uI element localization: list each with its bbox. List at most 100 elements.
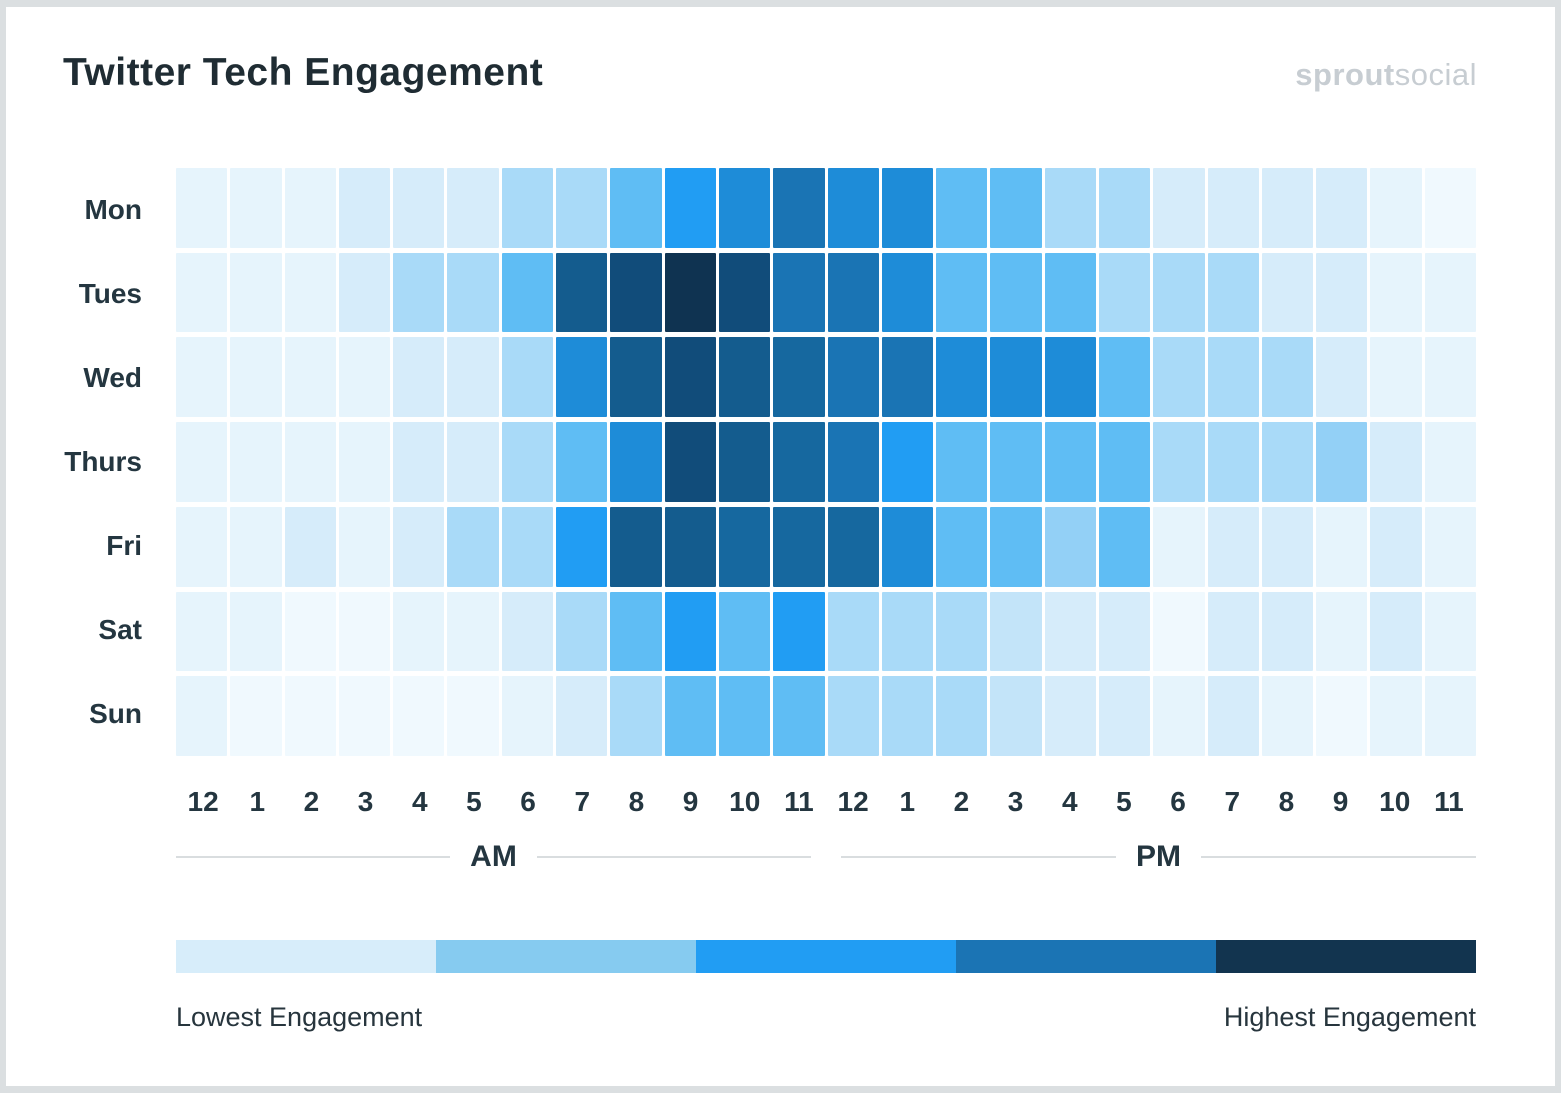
heatmap-cell [881, 168, 934, 248]
x-axis-hour-labels: 12 1 2 3 4 5 6 7 8 9 10 11 12 1 2 3 4 5 6 7 8 9 10 11 [176, 786, 1476, 818]
heatmap-cell [338, 168, 391, 248]
pm-label: PM [1136, 840, 1181, 873]
heatmap-cell [393, 252, 445, 333]
heatmap-cell [230, 591, 282, 672]
heatmap-cell [447, 422, 499, 502]
heatmap-cell [773, 168, 825, 248]
heatmap-cell [556, 252, 608, 333]
heatmap-cell [338, 422, 391, 502]
heatmap-cell [718, 252, 771, 333]
heatmap-cell [936, 337, 988, 418]
heatmap-cell [393, 591, 445, 672]
heatmap-cell [176, 252, 228, 333]
hour-label: 1 [249, 786, 266, 817]
legend-swatch-5 [1216, 940, 1476, 973]
hour-label: 2 [953, 786, 970, 817]
heatmap-cell [501, 591, 554, 672]
hour-label: 5 [466, 786, 482, 817]
heatmap-cell [1316, 506, 1368, 587]
heatmap-cell [338, 506, 391, 587]
heatmap-cell [1370, 337, 1422, 418]
am-right-rule [536, 856, 811, 858]
heatmap-cell [1424, 252, 1476, 333]
heatmap-cell [1370, 252, 1422, 333]
heatmap-cell [827, 337, 879, 418]
heatmap-cell [610, 506, 662, 587]
hour-label: 9 [682, 786, 699, 817]
heatmap-cell [1098, 252, 1151, 333]
hour-label: 8 [1278, 786, 1295, 817]
day-label-sun: Sun [89, 698, 142, 729]
heatmap-cell [610, 252, 662, 333]
heatmap-cell [1424, 422, 1476, 502]
heatmap-cell [1261, 506, 1314, 587]
hour-label: 7 [1224, 786, 1241, 817]
heatmap-cell [501, 337, 554, 418]
heatmap-cell [773, 676, 825, 756]
heatmap-cell [176, 422, 228, 502]
heatmap-cell [1316, 591, 1368, 672]
hour-label: 10 [1379, 786, 1411, 817]
heatmap-cell [284, 337, 336, 418]
heatmap-cell [718, 422, 771, 502]
legend-gradient-bar [176, 940, 1476, 973]
heatmap-cell [990, 676, 1042, 756]
heatmap-cell [447, 676, 499, 756]
am-pm-gap [811, 840, 841, 874]
heatmap-cell [230, 252, 282, 333]
hour-label: 4 [1061, 786, 1078, 817]
heatmap-cell [936, 506, 988, 587]
am-label: AM [470, 840, 517, 873]
hour-label: 6 [520, 786, 536, 817]
heatmap-cell [1098, 591, 1151, 672]
heatmap-cell [1153, 591, 1205, 672]
heatmap-cell [556, 422, 608, 502]
heatmap-cell [1207, 506, 1259, 587]
heatmap-cell [827, 252, 879, 333]
heatmap-cell [1044, 422, 1096, 502]
heatmap-cell [773, 337, 825, 418]
heatmap-cell [1153, 252, 1205, 333]
heatmap-cell [664, 252, 716, 333]
y-axis-day-labels: Mon Tues Wed Thurs Fri Sat Sun [6, 168, 142, 756]
heatmap-cell [1370, 506, 1422, 587]
heatmap-cell [1316, 252, 1368, 333]
heatmap-cell [501, 676, 554, 756]
heatmap-cell [1261, 337, 1314, 418]
heatmap-cell [1153, 422, 1205, 502]
heatmap-cell [501, 252, 554, 333]
heatmap-cell [556, 676, 608, 756]
heatmap-cell [881, 252, 934, 333]
hour-label: 11 [784, 786, 814, 817]
heatmap-cell [990, 422, 1042, 502]
heatmap-cell [990, 168, 1042, 248]
legend-lowest-label: Lowest Engagement [176, 1002, 423, 1032]
heatmap-cell [338, 591, 391, 672]
day-label-mon: Mon [84, 194, 142, 225]
heatmap-cell [990, 337, 1042, 418]
heatmap-cell [393, 168, 445, 248]
heatmap-cell [176, 337, 228, 418]
pm-section: PM [841, 840, 1476, 874]
heatmap-cell [501, 168, 554, 248]
heatmap-cell [176, 676, 228, 756]
heatmap-cell [990, 252, 1042, 333]
chart-card: Twitter Tech Engagement sproutsocial Mon… [6, 7, 1555, 1086]
heatmap-cell [936, 676, 988, 756]
heatmap-cell [230, 676, 282, 756]
heatmap-cell [827, 591, 879, 672]
heatmap-cell [338, 252, 391, 333]
pm-right-rule [1201, 856, 1476, 858]
heatmap-cell [284, 676, 336, 756]
legend-labels: Lowest Engagement Highest Engagement [176, 1002, 1476, 1033]
heatmap-cell [447, 252, 499, 333]
heatmap-cell [664, 676, 716, 756]
heatmap-cell [176, 591, 228, 672]
day-label-sat: Sat [98, 614, 142, 645]
heatmap-cell [1098, 168, 1151, 248]
heatmap-cell [447, 591, 499, 672]
heatmap-cell [1316, 337, 1368, 418]
heatmap-cell [718, 591, 771, 672]
heatmap-cell [610, 337, 662, 418]
hour-label: 1 [899, 786, 916, 817]
